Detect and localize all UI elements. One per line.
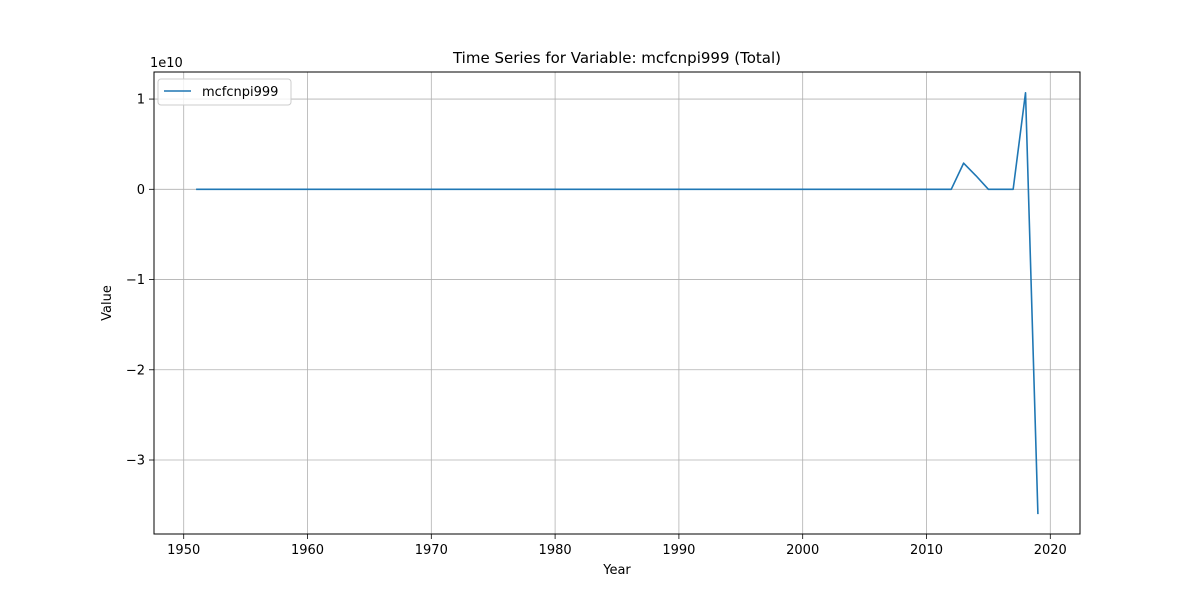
x-tick-label: 1980 <box>539 543 572 558</box>
y-tick-label: 0 <box>137 183 145 198</box>
x-tick-label: 1950 <box>167 543 200 558</box>
y-tick-label: 1 <box>137 93 145 108</box>
x-tick-label: 2020 <box>1034 543 1067 558</box>
x-axis: 1950 1960 1970 1980 1990 2000 2010 2020 <box>167 534 1067 558</box>
legend-entry-mcfcnpi999: mcfcnpi999 <box>202 85 278 100</box>
grid-lines <box>154 72 1080 534</box>
chart-title: Time Series for Variable: mcfcnpi999 (To… <box>452 49 781 67</box>
x-tick-label: 1960 <box>291 543 324 558</box>
y-axis-label: Value <box>100 285 115 321</box>
legend-box <box>157 78 292 106</box>
y-axis-offset-label: 1e10 <box>150 56 183 71</box>
x-axis-label: Year <box>602 563 631 578</box>
y-axis: −3 −2 −1 0 1 <box>126 93 154 469</box>
x-tick-label: 2010 <box>910 543 943 558</box>
y-tick-label: −3 <box>126 454 145 469</box>
x-tick-label: 1990 <box>662 543 695 558</box>
series-layer <box>196 91 1039 515</box>
x-tick-label: 1970 <box>415 543 448 558</box>
plot-frame <box>153 71 1081 535</box>
series-line-mcfcnpi999 <box>196 91 1039 515</box>
y-tick-label: −1 <box>126 273 145 288</box>
legend: mcfcnpi999 <box>157 78 292 106</box>
y-tick-label: −2 <box>126 363 145 378</box>
x-tick-label: 2000 <box>786 543 819 558</box>
